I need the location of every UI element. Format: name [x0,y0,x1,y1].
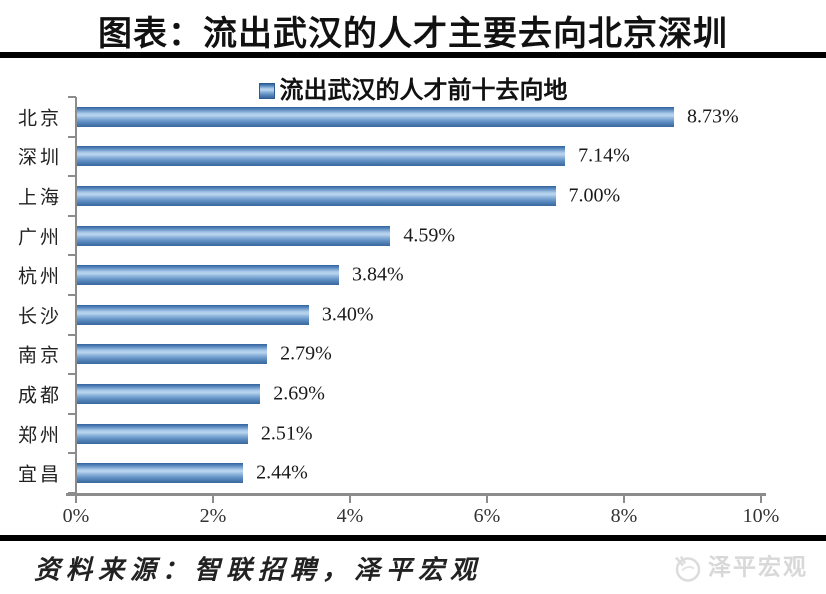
y-axis-tick [68,175,76,178]
x-axis-tick [212,496,214,503]
y-axis-tick [68,96,76,98]
top-divider [0,52,826,58]
chart-row: 宜昌 2.44% [0,453,826,493]
y-axis-tick [68,373,76,376]
y-axis-tick [68,135,76,138]
bar [76,185,556,206]
category-label: 宜昌 [17,464,62,486]
x-axis-tick [623,496,625,503]
y-axis-tick [68,254,76,257]
x-tick-label: 8% [610,505,638,527]
chart-row: 上海 7.00% [0,176,826,216]
category-label: 成都 [17,385,62,407]
x-axis-tick [75,496,77,503]
category-label: 深圳 [17,147,62,169]
y-axis-line [75,97,77,495]
x-tick-label: 10% [742,505,780,527]
y-axis-tick [68,452,76,455]
y-axis-tick [68,492,76,494]
footer: 资料来源：智联招聘，泽平宏观 泽平宏观 [0,541,826,594]
x-tick-label: 6% [473,505,501,527]
value-label: 4.59% [403,224,456,247]
x-tick-label: 4% [336,505,364,527]
value-label: 2.51% [260,422,313,445]
chart-legend: 流出武汉的人才前十去向地 [0,70,826,105]
bar [76,304,309,325]
bar [76,225,391,246]
category-label: 南京 [17,345,62,367]
value-label: 3.40% [321,303,374,326]
category-label: 北京 [17,108,62,130]
category-label: 广州 [17,227,62,249]
x-axis-line [66,493,766,496]
page-title: 图表：流出武汉的人才主要去向北京深圳 [98,16,728,53]
bar [76,423,248,444]
plot-area: 北京 8.73% 深圳 7.14% 上海 7.00% 广州 4.59% 杭州 3.84% 长沙 3.4… [0,96,826,527]
bar [76,146,566,167]
y-axis-tick [68,294,76,296]
chart-row: 深圳 7.14% [0,137,826,177]
value-label: 7.14% [578,144,630,167]
chart-row: 成都 2.69% [0,374,826,414]
x-axis-tick [486,496,488,503]
value-label: 7.00% [568,184,621,207]
category-label: 郑州 [17,425,62,447]
category-label: 上海 [17,187,62,209]
value-label: 2.69% [273,382,325,405]
chart-row: 北京 8.73% [0,97,826,137]
value-label: 2.79% [280,342,332,365]
category-label: 长沙 [17,306,62,328]
legend-label: 流出武汉的人才前十去向地 [279,78,568,104]
bar [76,463,244,484]
x-tick-label: 2% [199,505,227,527]
chart-row: 南京 2.79% [0,335,826,375]
category-label: 杭州 [17,266,62,288]
chart-row: 广州 4.59% [0,216,826,256]
x-tick-label: 0% [62,505,90,527]
bar-chart: 流出武汉的人才前十去向地 北京 8.73% 深圳 7.14% 上海 7.00% 广州 4.59… [0,58,826,535]
value-label: 8.73% [687,105,739,128]
legend-swatch-icon [258,83,275,99]
watermark: 泽平宏观 [672,547,808,588]
y-axis-tick [68,214,76,217]
x-axis-tick [349,496,351,503]
value-label: 2.44% [256,461,308,484]
brand-logo-icon [672,553,702,588]
bar [76,265,340,286]
chart-row: 杭州 3.84% [0,255,826,295]
bar [76,344,268,365]
y-axis-tick [68,412,76,415]
y-axis-tick [68,333,76,336]
bar [76,106,674,127]
source-text: 资料来源：智联招聘，泽平宏观 [34,555,483,584]
bar [76,383,261,404]
brand-name: 泽平宏观 [708,553,808,579]
bottom-divider [0,535,826,541]
value-label: 3.84% [352,263,404,286]
bar-rows: 北京 8.73% 深圳 7.14% 上海 7.00% 广州 4.59% 杭州 3.84% 长沙 3.4… [0,97,826,493]
chart-row: 长沙 3.40% [0,295,826,335]
x-axis-tick [760,496,762,503]
chart-row: 郑州 2.51% [0,414,826,454]
